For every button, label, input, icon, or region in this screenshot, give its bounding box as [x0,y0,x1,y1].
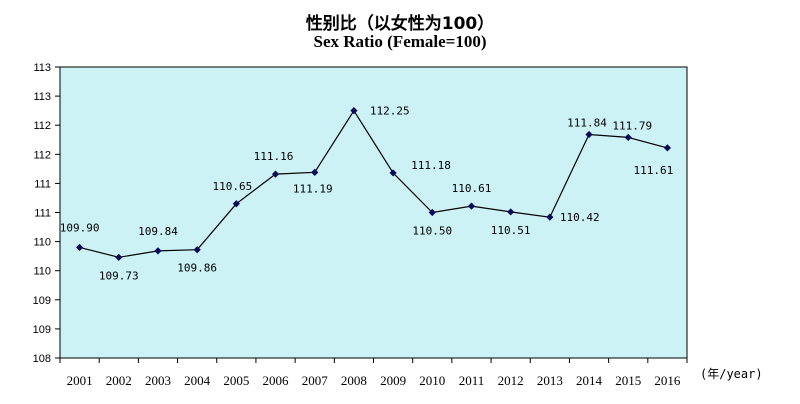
data-point-marker [232,200,240,208]
data-point-marker [546,213,554,221]
x-axis-unit-label: (年/year) [700,367,763,381]
data-label: 111.19 [293,182,333,195]
y-axis: 108 109 109 110 110 111 111 112 112 113 113 [33,62,60,365]
plot-background [59,66,688,359]
x-tick-label: 2011 [459,373,485,388]
data-point-marker [467,202,476,210]
data-point-marker [389,169,397,177]
x-tick-label: 2014 [576,373,603,388]
chart-title: 性别比（以女性为100） [305,14,495,34]
data-label: 109.84 [138,225,178,238]
x-tick-label: 2007 [302,373,329,388]
x-tick-label: 2008 [341,373,367,388]
y-tick-label: 109 [33,295,51,307]
data-markers [75,107,672,261]
x-tick-label: 2003 [145,373,171,388]
x-tick-label: 2010 [419,373,445,388]
data-label: 109.73 [99,269,139,282]
plot-area [59,66,688,359]
y-tick-label: 108 [33,353,51,365]
x-tick-label: 2015 [615,373,641,388]
data-label: 111.61 [634,164,674,177]
x-tick-label: 2002 [106,373,132,388]
data-point-marker [350,107,358,115]
y-tick-label: 112 [33,120,51,132]
data-label: 110.51 [491,224,531,237]
data-label: 111.16 [254,150,294,163]
data-point-marker [75,243,84,252]
data-point-marker [624,133,632,142]
data-labels: 109.90 109.73 109.84 109.86 110.65 111.16 111.… [60,105,674,283]
x-tick-label: 2009 [380,373,406,388]
data-label: 111.18 [411,159,451,172]
data-point-marker [271,170,280,178]
y-tick-label: 110 [33,266,51,278]
data-label: 110.42 [560,211,600,224]
y-tick-label: 109 [33,324,51,336]
x-tick-label: 2006 [263,373,290,388]
data-label: 110.65 [212,180,252,193]
x-tick-label: 2013 [537,373,563,388]
data-point-marker [585,130,593,139]
data-label: 111.84 [567,117,607,130]
data-point-marker [428,208,436,217]
y-tick-label: 110 [33,237,51,249]
x-tick-label: 2012 [498,373,524,388]
y-tick-label: 111 [34,208,51,220]
data-label: 110.61 [452,182,492,195]
data-point-marker [154,247,162,255]
x-tick-label: 2001 [67,373,93,388]
x-axis: 2001 2002 2003 2004 2005 2006 2007 2008 2009 2010… [59,358,688,388]
data-label: 111.79 [612,119,652,132]
y-tick-label: 111 [34,178,51,190]
data-label: 112.25 [370,105,410,118]
x-tick-label: 2005 [223,373,249,388]
data-label: 109.86 [177,262,217,275]
y-tick-label: 113 [33,91,51,103]
y-tick-label: 113 [33,62,51,74]
data-point-marker [663,144,672,152]
data-point-marker [311,168,319,176]
data-point-marker [115,253,123,261]
data-point-marker [507,208,515,216]
x-tick-label: 2016 [654,373,681,388]
data-label: 109.90 [60,221,100,234]
data-point-marker [193,246,201,254]
chart-subtitle: Sex Ratio (Female=100) [313,32,487,51]
x-tick-label: 2004 [184,373,211,388]
series-polyline [79,109,668,258]
series-line [79,109,668,258]
y-tick-label: 112 [33,149,51,161]
data-label: 110.50 [412,225,452,238]
